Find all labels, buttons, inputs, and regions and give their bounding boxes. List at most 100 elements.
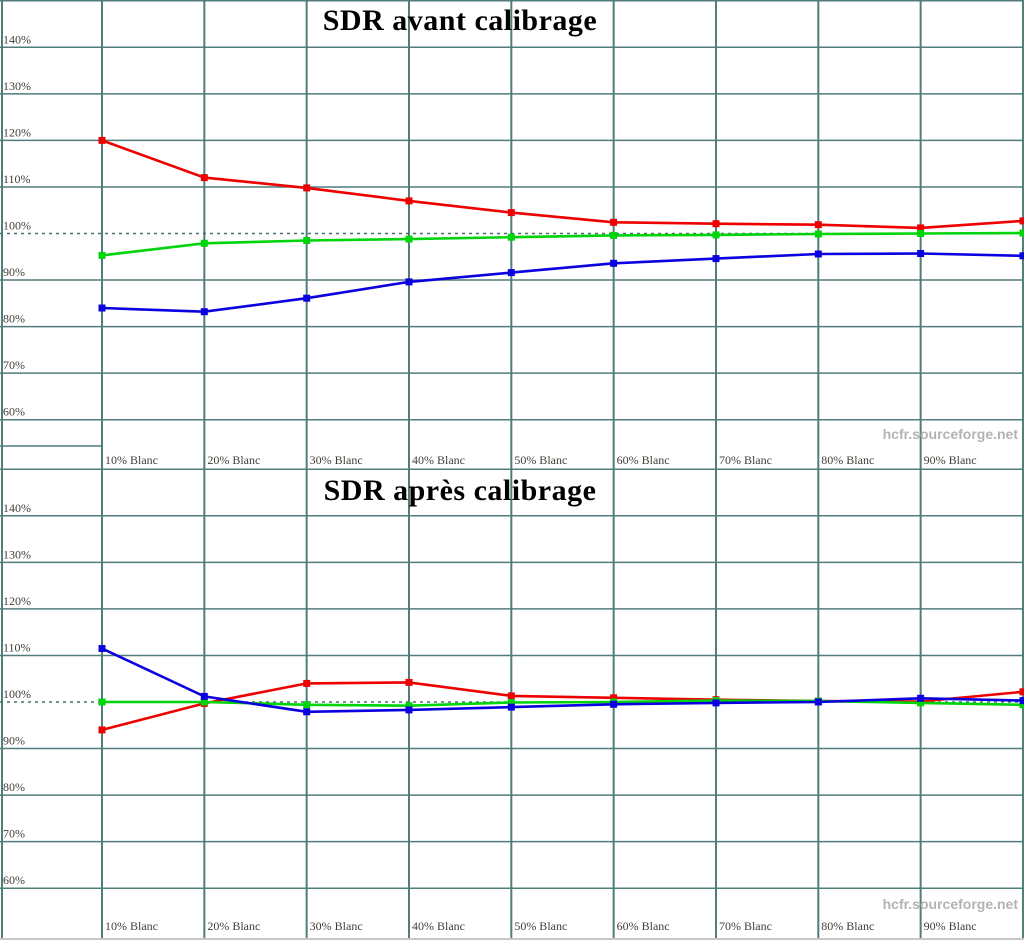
y-tick-label: 80%	[3, 312, 25, 326]
series-red-sdr-avant	[98, 136, 1024, 232]
y-tick-label: 90%	[3, 265, 25, 279]
x-axis-labels-sdr-apres: 10% Blanc 20% Blanc 30% Blanc 40% Blanc 50% …	[105, 919, 977, 933]
series-red-marker	[507, 692, 515, 700]
x-tick-label: 30% Blanc	[310, 919, 363, 933]
series-blue-marker	[303, 708, 311, 716]
series-green-marker	[200, 239, 208, 247]
series-blue-marker	[405, 278, 413, 286]
series-blue-marker	[1019, 697, 1024, 705]
y-tick-label: 90%	[3, 734, 25, 748]
series-red-marker	[405, 678, 413, 686]
x-tick-label: 40% Blanc	[412, 919, 465, 933]
series-green-marker	[98, 251, 106, 259]
series-blue-marker	[303, 294, 311, 302]
series-green-marker	[405, 702, 413, 710]
series-red-marker	[405, 197, 413, 205]
y-tick-label: 60%	[3, 405, 25, 419]
y-tick-label: 80%	[3, 780, 25, 794]
x-tick-label: 90% Blanc	[924, 919, 977, 933]
y-tick-label: 110%	[3, 640, 31, 654]
series-blue-line	[101, 647, 1024, 714]
series-red-marker	[610, 218, 618, 226]
y-tick-label: 70%	[3, 827, 25, 841]
series-green-marker	[712, 231, 720, 239]
x-tick-label: 20% Blanc	[207, 453, 260, 467]
series-red-marker	[98, 136, 106, 144]
plot-canvas-avant: 140% 130% 120% 110% 100% 90% 80% 70% 60% 10% Blan…	[0, 0, 1024, 468]
series-green-marker	[814, 230, 822, 238]
series-green-marker	[507, 233, 515, 241]
x-axis-labels-sdr-avant: 10% Blanc 20% Blanc 30% Blanc 40% Blanc 50% …	[105, 453, 977, 467]
series-blue-marker	[712, 255, 720, 263]
x-tick-label: 50% Blanc	[514, 453, 567, 467]
series-blue-marker	[1019, 252, 1024, 260]
series-blue-marker	[917, 694, 925, 702]
y-tick-label: 70%	[3, 358, 25, 372]
series-blue-marker	[814, 250, 822, 258]
series-blue-marker	[98, 304, 106, 312]
series-blue-marker	[405, 706, 413, 714]
series-blue-marker	[610, 700, 618, 708]
y-tick-label: 130%	[3, 547, 31, 561]
x-tick-label: 10% Blanc	[105, 919, 158, 933]
series-green-marker	[507, 699, 515, 706]
chart-sdr-avant-calibrage: 140% 130% 120% 110% 100% 90% 80% 70% 60% 10% Blan…	[0, 0, 1024, 468]
series-green-marker	[405, 235, 413, 243]
series-green-sdr-avant	[98, 229, 1024, 259]
x-tick-label: 60% Blanc	[617, 919, 670, 933]
series-blue-marker	[610, 259, 618, 267]
series-green-line	[101, 231, 1024, 257]
series-red-marker	[712, 220, 720, 228]
y-tick-label: 140%	[3, 32, 31, 46]
chart-sdr-apres-calibrage: 140% 130% 120% 110% 100% 90% 80% 70% 60% 10% Blan…	[0, 468, 1024, 938]
x-tick-label: 50% Blanc	[514, 919, 567, 933]
series-green-marker	[610, 231, 618, 239]
x-tick-label: 60% Blanc	[617, 453, 670, 467]
series-blue-marker	[507, 703, 515, 711]
x-tick-label: 80% Blanc	[821, 919, 874, 933]
series-blue-marker	[200, 308, 208, 316]
series-red-marker	[814, 221, 822, 229]
x-tick-label: 80% Blanc	[821, 453, 874, 467]
series-blue-marker	[814, 698, 822, 706]
series-green-marker	[917, 230, 925, 237]
series-blue-marker	[917, 250, 925, 257]
y-axis-labels-sdr-apres: 140% 130% 120% 110% 100% 90% 80% 70% 60%	[3, 501, 31, 887]
series-blue-marker	[507, 269, 515, 277]
y-tick-label: 140%	[3, 501, 31, 515]
series-red-marker	[610, 694, 618, 702]
series-red-marker	[507, 209, 515, 217]
x-tick-label: 70% Blanc	[719, 919, 772, 933]
y-tick-label: 100%	[3, 687, 31, 701]
series-green-marker	[917, 699, 925, 707]
series-red-marker	[303, 184, 311, 192]
series-red-marker	[917, 224, 925, 232]
x-tick-label: 20% Blanc	[207, 919, 260, 933]
y-tick-label: 110%	[3, 172, 31, 186]
series-red-marker	[200, 174, 208, 182]
grid-sdr-apres	[0, 468, 1024, 938]
y-tick-label: 130%	[3, 79, 31, 93]
x-tick-label: 70% Blanc	[719, 453, 772, 467]
series-red-marker	[98, 726, 106, 734]
report-bottom-divider	[0, 938, 1024, 940]
series-green-marker	[200, 698, 208, 706]
series-blue-marker	[98, 645, 106, 652]
series-blue-sdr-apres	[98, 645, 1024, 716]
x-tick-label: 90% Blanc	[924, 453, 977, 467]
series-blue-marker	[200, 692, 208, 700]
series-blue-line	[101, 252, 1024, 314]
series-red-line	[101, 139, 1024, 230]
series-blue-sdr-avant	[98, 250, 1024, 316]
series-green-marker	[1019, 229, 1024, 237]
series-green-marker	[1019, 701, 1024, 709]
x-tick-label: 30% Blanc	[310, 453, 363, 467]
series-green-marker	[98, 698, 106, 706]
series-red-marker	[303, 679, 311, 687]
y-axis-labels-sdr-avant: 140% 130% 120% 110% 100% 90% 80% 70% 60%	[3, 32, 31, 418]
y-tick-label: 60%	[3, 873, 25, 887]
series-green-marker	[303, 701, 311, 709]
series-green-marker	[303, 237, 311, 244]
y-tick-label: 100%	[3, 219, 31, 233]
